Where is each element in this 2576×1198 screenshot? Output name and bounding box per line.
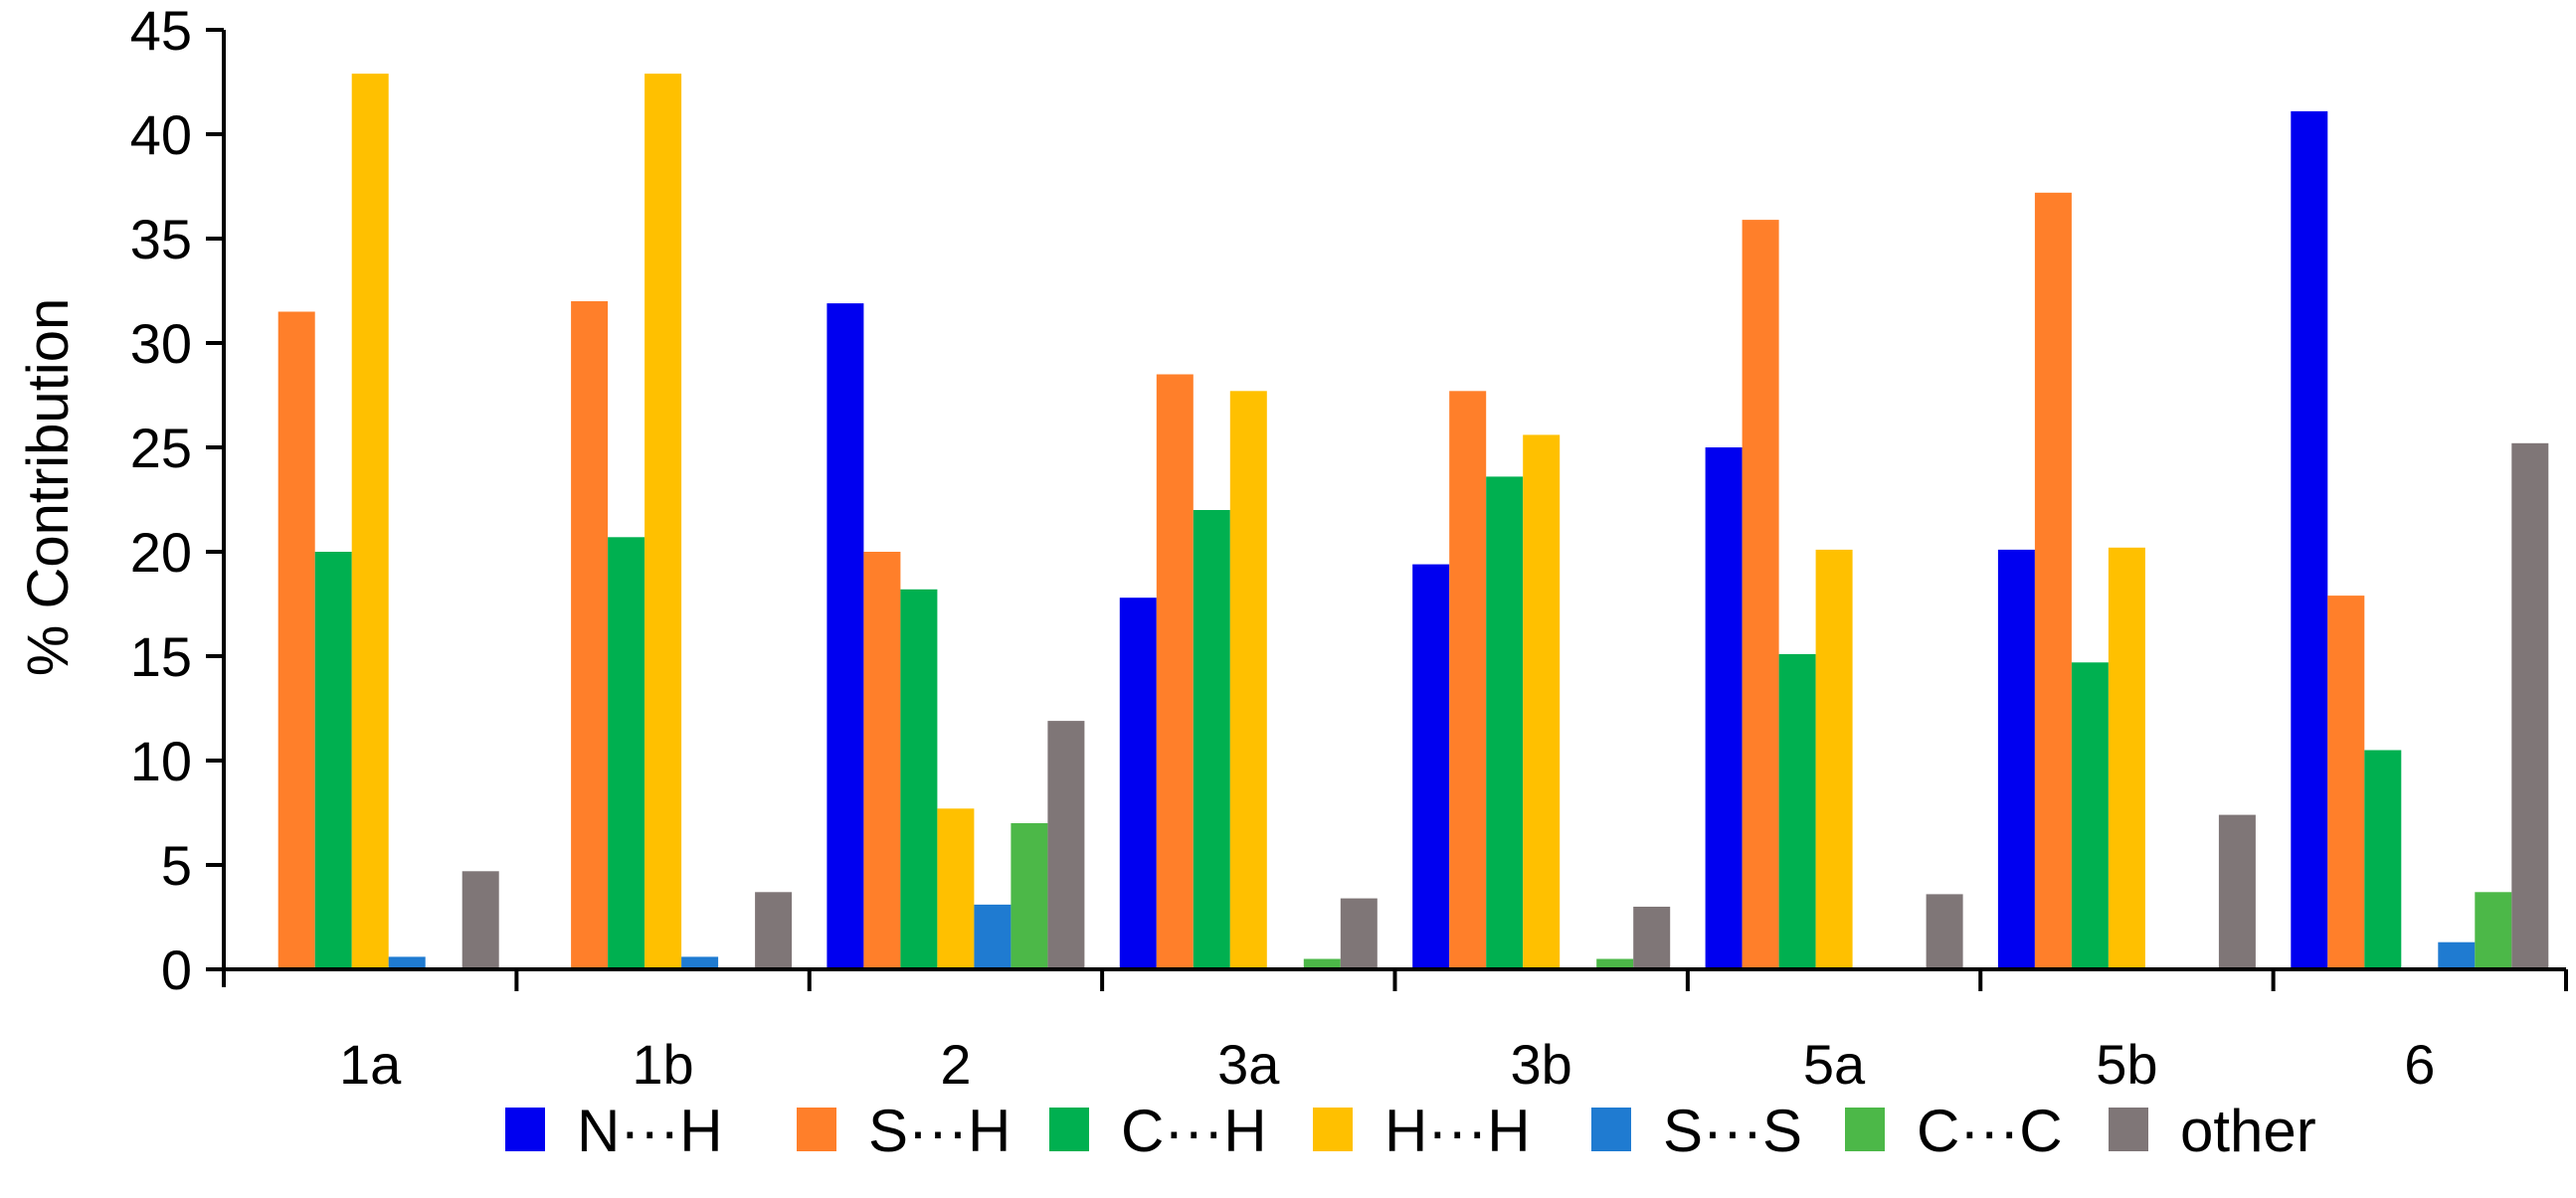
- bars-layer: [277, 74, 2549, 970]
- y-tick-label: 45: [130, 0, 192, 62]
- bar-1a-series-2: [314, 552, 352, 969]
- bar-5a-series-0: [1705, 447, 1743, 969]
- legend-swatch-4: [1591, 1108, 1631, 1151]
- legend-label-5: C···C: [1917, 1098, 2063, 1164]
- bar-3a-series-1: [1156, 374, 1194, 969]
- y-tick-label: 35: [130, 208, 192, 270]
- x-tick-label-2: 2: [940, 1033, 971, 1096]
- bar-3b-series-6: [1633, 907, 1671, 969]
- bar-2-series-1: [863, 552, 901, 969]
- bar-2-series-5: [1011, 823, 1048, 969]
- legend-swatch-5: [1845, 1108, 1885, 1151]
- legend-swatch-3: [1313, 1108, 1353, 1151]
- bar-3a-series-2: [1193, 510, 1230, 969]
- bar-3b-series-2: [1486, 476, 1524, 969]
- bar-1a-series-3: [351, 74, 389, 970]
- bar-1a-series-4: [388, 956, 426, 969]
- bar-5b-series-6: [2218, 814, 2256, 969]
- bar-1a-series-1: [277, 311, 315, 969]
- bar-2-series-3: [937, 808, 975, 969]
- bar-2-series-4: [974, 904, 1012, 969]
- x-tick-label-3b: 3b: [1511, 1033, 1572, 1096]
- y-tick-label: 15: [130, 625, 192, 688]
- legend: N···H S···H C···H H···H S···S C···C other: [505, 1098, 2316, 1164]
- bar-3a-series-0: [1119, 598, 1157, 969]
- legend-label-2: C···H: [1121, 1098, 1267, 1164]
- bar-3a-series-5: [1303, 958, 1341, 969]
- bar-1b-series-2: [608, 537, 645, 969]
- y-tick-label: 20: [130, 521, 192, 584]
- y-tick-label: 30: [130, 312, 192, 375]
- bar-5a-series-2: [1778, 653, 1816, 969]
- bar-6-series-2: [2364, 750, 2402, 969]
- bar-3b-series-3: [1523, 434, 1561, 969]
- bar-5b-series-1: [2034, 192, 2072, 970]
- bar-3a-series-6: [1340, 898, 1378, 969]
- bar-1b-series-1: [571, 301, 609, 969]
- y-tick-label: 40: [130, 103, 192, 166]
- x-tick-label-1a: 1a: [339, 1033, 402, 1096]
- bar-6-series-0: [2291, 110, 2328, 969]
- bar-5a-series-3: [1815, 549, 1853, 969]
- bar-5a-series-6: [1926, 894, 1963, 969]
- legend-swatch-0: [505, 1108, 545, 1151]
- bar-3b-series-1: [1449, 391, 1487, 969]
- bar-5b-series-0: [1997, 549, 2035, 969]
- bar-3a-series-3: [1229, 391, 1267, 969]
- bar-1b-series-6: [755, 892, 793, 969]
- bar-6-series-4: [2438, 941, 2476, 969]
- bar-3b-series-5: [1596, 958, 1634, 969]
- legend-swatch-1: [797, 1108, 836, 1151]
- x-tick-label-5a: 5a: [1803, 1033, 1866, 1096]
- x-tick-label-1b: 1b: [632, 1033, 693, 1096]
- bar-6-series-1: [2327, 596, 2365, 969]
- x-tick-label-3a: 3a: [1217, 1033, 1280, 1096]
- bar-5a-series-1: [1742, 220, 1779, 970]
- bar-6-series-6: [2511, 442, 2549, 969]
- x-tick-label-6: 6: [2404, 1033, 2435, 1096]
- bar-6-series-5: [2475, 892, 2512, 969]
- y-tick-label: 10: [130, 730, 192, 792]
- y-tick-label: 25: [130, 417, 192, 479]
- legend-label-1: S···H: [868, 1098, 1011, 1164]
- legend-label-6: other: [2180, 1098, 2316, 1164]
- bar-2-series-0: [827, 303, 864, 970]
- bar-5b-series-2: [2071, 662, 2109, 969]
- legend-swatch-2: [1049, 1108, 1089, 1151]
- bar-2-series-6: [1047, 721, 1085, 969]
- legend-label-3: H···H: [1384, 1098, 1531, 1164]
- bar-5b-series-3: [2108, 547, 2145, 969]
- bar-1a-series-6: [461, 871, 499, 969]
- y-tick-label: 5: [161, 834, 192, 897]
- legend-label-4: S···S: [1663, 1098, 1802, 1164]
- legend-swatch-6: [2109, 1108, 2148, 1151]
- axes-layer: 0 5 10 15 20 25 30 35 40 45 1a 1b 2 3a 3b 5a 5b 6: [130, 0, 2568, 1096]
- x-tick-label-5b: 5b: [2096, 1033, 2157, 1096]
- y-tick-label: 0: [161, 939, 192, 1001]
- bar-1b-series-3: [644, 74, 682, 970]
- bar-1b-series-4: [681, 956, 719, 969]
- bar-2-series-2: [900, 589, 938, 969]
- legend-label-0: N···H: [577, 1098, 723, 1164]
- bar-3b-series-0: [1412, 564, 1450, 969]
- y-axis-title: % Contribution: [16, 298, 81, 676]
